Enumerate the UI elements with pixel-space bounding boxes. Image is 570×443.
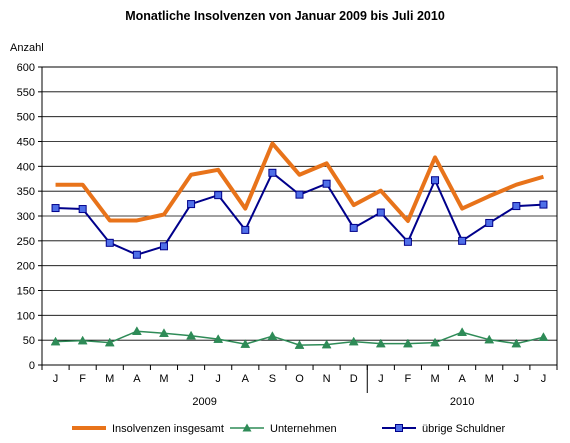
x-tick-label: N (323, 373, 331, 385)
data-point (51, 204, 60, 213)
series--brige-schuldner (51, 168, 548, 259)
data-point (159, 328, 169, 337)
data-point (457, 327, 468, 336)
data-point (241, 225, 250, 234)
y-tick-label: 200 (17, 261, 35, 273)
data-point (484, 334, 495, 344)
x-tick-label: J (514, 373, 520, 385)
legend-label: übrige Schuldner (422, 423, 506, 435)
legend: Insolvenzen insgesamt Unternehmen übrige S… (72, 423, 506, 435)
y-tick-label: 150 (17, 286, 35, 298)
y-tick-label: 400 (17, 161, 35, 173)
x-tick-label: A (242, 373, 250, 385)
data-point (294, 340, 305, 349)
y-axis: 0 50 100 150 200 250 300 350 400 450 500 550 600 (17, 62, 42, 372)
data-point (104, 337, 115, 347)
y-tick-label: 300 (17, 211, 35, 223)
x-tick-label: M (105, 373, 114, 385)
data-point (240, 339, 251, 348)
x-tick-label: O (295, 373, 304, 385)
y-tick-label: 550 (17, 87, 35, 99)
x-tick-label: M (485, 373, 494, 385)
data-point (376, 208, 385, 217)
legend-marker (242, 423, 252, 432)
data-point (213, 334, 224, 343)
y-tick-label: 100 (17, 310, 35, 322)
y-axis-label: Anzahl (10, 42, 44, 54)
y-tick-label: 350 (17, 186, 35, 198)
data-point (50, 336, 61, 346)
data-point (77, 335, 88, 345)
x-tick-label: M (159, 373, 168, 385)
x-year-label: 2009 (192, 396, 216, 408)
data-point (267, 331, 278, 340)
data-point (105, 238, 114, 247)
data-point (431, 176, 440, 185)
data-point (268, 168, 277, 177)
data-point (214, 191, 223, 200)
series-unternehmen (50, 326, 549, 349)
series-line (55, 141, 545, 223)
x-tick-label: S (269, 373, 276, 385)
data-point (131, 326, 142, 335)
x-year-label: 2010 (450, 396, 474, 408)
series-layer (50, 141, 549, 349)
y-tick-label: 50 (23, 335, 35, 347)
data-point (295, 190, 304, 199)
legend-marker (395, 424, 403, 432)
legend-item: Insolvenzen insgesamt (72, 423, 224, 435)
x-tick-label: F (79, 373, 86, 385)
data-point (322, 179, 331, 188)
x-tick-label: A (458, 373, 466, 385)
legend-item: Unternehmen (230, 423, 337, 435)
x-tick-label: F (405, 373, 412, 385)
data-point (538, 332, 549, 341)
series-insolvenzen-insgesamt (55, 141, 545, 223)
data-point (403, 237, 412, 246)
x-tick-label: J (188, 373, 194, 385)
data-point (132, 250, 141, 259)
legend-item: übrige Schuldner (382, 423, 506, 435)
x-tick-label: J (378, 373, 384, 385)
y-tick-label: 0 (29, 360, 35, 372)
data-point (78, 205, 87, 214)
data-point (402, 338, 413, 348)
x-tick-label: M (430, 373, 439, 385)
x-tick-label: J (215, 373, 221, 385)
gridlines (42, 91, 557, 341)
data-point (512, 202, 521, 211)
data-point (159, 242, 168, 251)
data-point (186, 330, 197, 340)
x-axis: J F M A M J J A S O N D J F M A M J J 2009 2010 (41, 365, 558, 408)
x-tick-label: J (541, 373, 547, 385)
legend-label: Insolvenzen insgesamt (112, 423, 224, 435)
data-point (375, 338, 386, 348)
y-tick-label: 600 (17, 62, 35, 74)
chart-title: Monatliche Insolvenzen von Januar 2009 b… (125, 9, 445, 23)
data-point (539, 200, 548, 209)
x-tick-label: J (53, 373, 59, 385)
data-point (349, 223, 358, 232)
legend-label: Unternehmen (270, 423, 337, 435)
data-point (511, 338, 522, 348)
y-tick-label: 250 (17, 236, 35, 248)
series-line (55, 171, 544, 256)
data-point (348, 336, 359, 346)
data-point (187, 200, 196, 209)
y-tick-label: 450 (17, 137, 35, 149)
data-point (458, 236, 467, 245)
x-tick-label: D (350, 373, 358, 385)
data-point (485, 218, 494, 227)
x-tick-label: A (133, 373, 141, 385)
data-point (430, 337, 440, 347)
y-tick-label: 500 (17, 112, 35, 124)
data-point (321, 339, 332, 349)
